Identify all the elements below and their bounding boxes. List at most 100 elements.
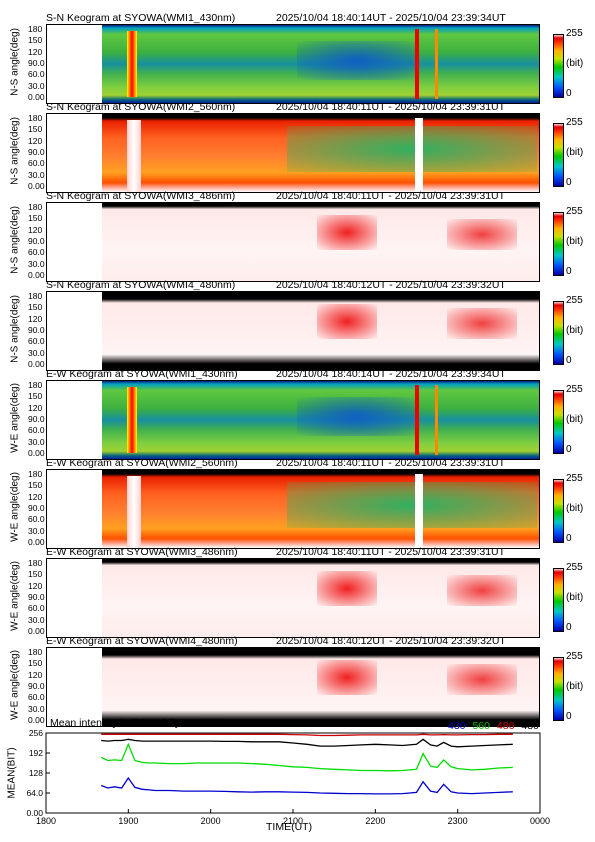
panel-y-label: N-S angle(deg) [9, 295, 21, 363]
plot-frame [45, 732, 541, 814]
y-tick-label: 30.0 [28, 525, 45, 536]
colorbar-unit: (bit) [566, 681, 584, 692]
panel-y-label: W-E angle(deg) [9, 561, 21, 631]
y-tick-label: 0.00 [28, 714, 45, 725]
keogram-panel-7: E-W Keogram at SYOWA(WMI3_486nm) 2025/10/… [0, 546, 595, 638]
x-tick-label: 1800 [36, 816, 56, 826]
x-axis-label: TIME(UT) [266, 821, 313, 833]
y-tick-label: 120 [28, 580, 43, 591]
colorbar-unit: (bit) [566, 147, 584, 158]
series-line-480 [101, 738, 513, 748]
y-tick-label: 150 [28, 124, 43, 135]
y-tick-label: 150 [28, 35, 43, 46]
y-tick-label: 120 [28, 669, 43, 680]
legend: 430 560 486 480 [448, 720, 539, 732]
panel-title: E-W Keogram at SYOWA(WMI1_430nm) [46, 368, 238, 380]
y-tick-label: 60.0 [28, 692, 45, 703]
y-tick-label: 0.00 [28, 358, 45, 369]
keogram-panel-5: E-W Keogram at SYOWA(WMI1_430nm) 2025/10/… [0, 368, 595, 460]
x-tick-label: 2100 [283, 816, 303, 826]
panel-time-range: 2025/10/04 18:40:11UT - 2025/10/04 23:39… [276, 457, 506, 469]
y-tick-label: 30.0 [28, 80, 45, 91]
y-tick-label: 30.0 [28, 258, 45, 269]
panel-title: S-N Keogram at SYOWA(WMI4_480nm) [46, 279, 236, 291]
colorbar [553, 301, 564, 365]
panel-time-range: 2025/10/04 18:40:11UT - 2025/10/04 23:39… [276, 546, 506, 558]
y-tick-label: 90.0 [28, 235, 45, 246]
panel-title: E-W Keogram at SYOWA(WMI3_486nm) [46, 546, 238, 558]
legend-entry-430: 430 [448, 720, 466, 732]
keogram-panel-3: S-N Keogram at SYOWA(WMI3_486nm) 2025/10/… [0, 190, 595, 282]
colorbar [553, 568, 564, 632]
colorbar-min: 0 [566, 622, 572, 633]
colorbar-max: 255 [566, 28, 583, 39]
series-line-430 [100, 776, 513, 795]
y-tick-label: 120 [28, 491, 43, 502]
colorbar-min: 0 [566, 355, 572, 366]
panel-y-label: N-S angle(deg) [9, 117, 21, 185]
x-tick-label: 1900 [118, 816, 138, 826]
y-tick-label: 30.0 [28, 436, 45, 447]
panel-title: E-W Keogram at SYOWA(WMI2_560nm) [46, 457, 238, 469]
keogram-image [46, 380, 540, 460]
y-tick-label: 0.00 [28, 91, 45, 102]
y-tick-label: 180 [28, 469, 43, 479]
y-tick-label: 0.00 [26, 808, 43, 818]
y-tick-label: 180 [28, 202, 43, 212]
keogram-image [46, 469, 540, 549]
y-tick-label: 60.0 [28, 158, 45, 169]
keogram-image [46, 113, 540, 193]
keogram-panel-2: S-N Keogram at SYOWA(WMI2_560nm) 2025/10/… [0, 101, 595, 193]
y-tick-label: 64.0 [26, 788, 43, 798]
colorbar-max: 255 [566, 562, 583, 573]
colorbar-min: 0 [566, 88, 572, 99]
y-tick-label: 150 [28, 569, 43, 580]
panel-time-range: 2025/10/04 18:40:14UT - 2025/10/04 23:39… [276, 12, 506, 24]
panel-title: S-N Keogram at SYOWA(WMI2_560nm) [46, 101, 236, 113]
panel-y-label: N-S angle(deg) [9, 28, 21, 96]
y-tick-label: 150 [28, 302, 43, 313]
colorbar [553, 390, 564, 454]
colorbar [553, 212, 564, 276]
y-tick-label: 0.00 [28, 180, 45, 191]
colorbar-min: 0 [566, 177, 572, 188]
y-tick-label: 180 [28, 647, 43, 657]
colorbar-max: 255 [566, 651, 583, 662]
series-line-560 [100, 742, 513, 772]
y-tick-label: 0.00 [28, 625, 45, 636]
y-tick-label: 150 [28, 480, 43, 491]
y-tick-label: 120 [28, 313, 43, 324]
panel-time-range: 2025/10/04 18:40:14UT - 2025/10/04 23:39… [276, 368, 506, 380]
panel-y-label: W-E angle(deg) [9, 650, 21, 720]
colorbar-max: 255 [566, 117, 583, 128]
y-tick-label: 90.0 [28, 324, 45, 335]
panel-time-range: 2025/10/04 18:40:11UT - 2025/10/04 23:39… [276, 101, 506, 113]
colorbar-unit: (bit) [566, 325, 584, 336]
y-tick-label: 60.0 [28, 336, 45, 347]
panel-y-label: W-E angle(deg) [9, 472, 21, 542]
x-tick-label: 0000 [530, 816, 550, 826]
colorbar-max: 255 [566, 473, 583, 484]
series-line-486 [101, 733, 513, 737]
y-tick-label: 120 [28, 402, 43, 413]
y-tick-label: 60.0 [28, 69, 45, 80]
x-tick-label: 2300 [448, 816, 468, 826]
colorbar-min: 0 [566, 711, 572, 722]
colorbar-min: 0 [566, 533, 572, 544]
y-tick-label: 120 [28, 46, 43, 57]
y-tick-label: 30.0 [28, 703, 45, 714]
y-tick-label: 90.0 [28, 591, 45, 602]
y-tick-label: 150 [28, 391, 43, 402]
colorbar-max: 255 [566, 206, 583, 217]
y-tick-label: 90.0 [28, 413, 45, 424]
legend-entry-480: 480 [521, 720, 539, 732]
y-tick-label: 30.0 [28, 614, 45, 625]
y-tick-label: 180 [28, 291, 43, 301]
keogram-panel-8: E-W Keogram at SYOWA(WMI4_480nm) 2025/10/… [0, 635, 595, 727]
x-tick-label: 2000 [201, 816, 221, 826]
y-tick-label: 90.0 [28, 502, 45, 513]
y-tick-label: 60.0 [28, 425, 45, 436]
keogram-panel-4: S-N Keogram at SYOWA(WMI4_480nm) 2025/10/… [0, 279, 595, 371]
colorbar-unit: (bit) [566, 58, 584, 69]
